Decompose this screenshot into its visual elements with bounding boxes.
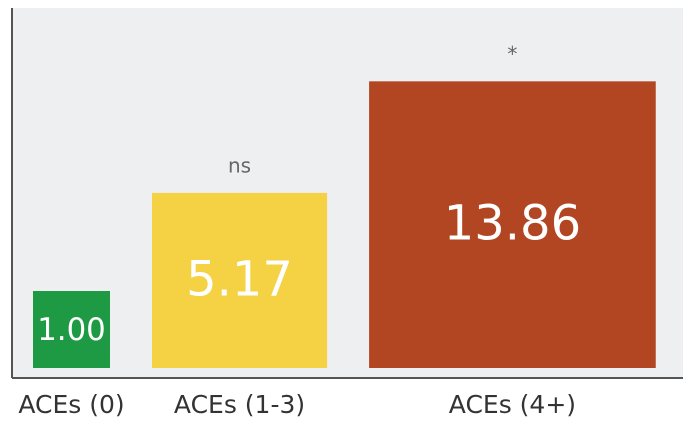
value-label: 5.17 <box>186 251 293 307</box>
x-tick-label: ACEs (0) <box>18 390 124 419</box>
x-tick-label: ACEs (1-3) <box>174 390 305 419</box>
value-label: 1.00 <box>37 312 106 348</box>
bar <box>152 192 328 368</box>
annotation: * <box>507 42 517 66</box>
annotation: ns <box>228 153 251 177</box>
x-tick-label: ACEs (4+) <box>449 390 576 419</box>
value-label: 13.86 <box>444 196 581 252</box>
bar <box>369 81 656 368</box>
bar <box>33 291 110 368</box>
